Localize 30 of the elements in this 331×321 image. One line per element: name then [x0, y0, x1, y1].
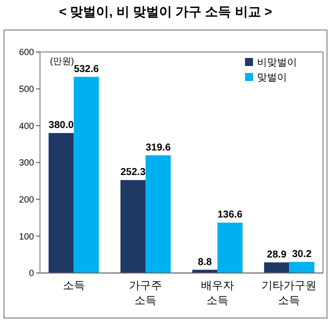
y-tick-label: 600	[18, 47, 34, 58]
data-label: 30.2	[292, 248, 312, 260]
data-label: 319.6	[146, 142, 172, 154]
x-tick-label: 배우자 소득	[200, 280, 234, 307]
y-tick-label: 0	[28, 268, 34, 278]
x-tick-label: 기타가구원 소득	[262, 280, 317, 307]
data-label: 252.3	[120, 167, 146, 178]
bar	[264, 262, 290, 273]
legend-label: 비맞벌이	[257, 58, 297, 68]
data-label: 28.9	[266, 249, 287, 260]
bar	[48, 133, 74, 273]
y-tick-label: 100	[18, 231, 34, 242]
bar	[120, 180, 146, 273]
y-tick-label: 400	[18, 120, 34, 131]
y-tick-label: 500	[18, 84, 34, 94]
bar	[217, 222, 243, 273]
data-label: 136.6	[217, 210, 243, 221]
data-label: 8.8	[198, 256, 212, 268]
bar	[289, 262, 314, 273]
x-tick-label: 가구주 소득	[129, 280, 162, 307]
data-label: 532.6	[74, 64, 100, 75]
legend-label: 맞벌이	[257, 72, 287, 84]
bar	[74, 76, 99, 273]
y-tick-label: 200	[18, 194, 34, 204]
chart-title: < 맞벌이, 비 맞벌이 가구 소득 비교 >	[58, 4, 272, 19]
annotation: (만원)	[50, 56, 74, 66]
y-tick-label: 300	[18, 158, 34, 168]
data-label: 380.0	[48, 120, 74, 132]
x-tick-label: 소득	[62, 280, 85, 292]
bar	[146, 155, 171, 273]
